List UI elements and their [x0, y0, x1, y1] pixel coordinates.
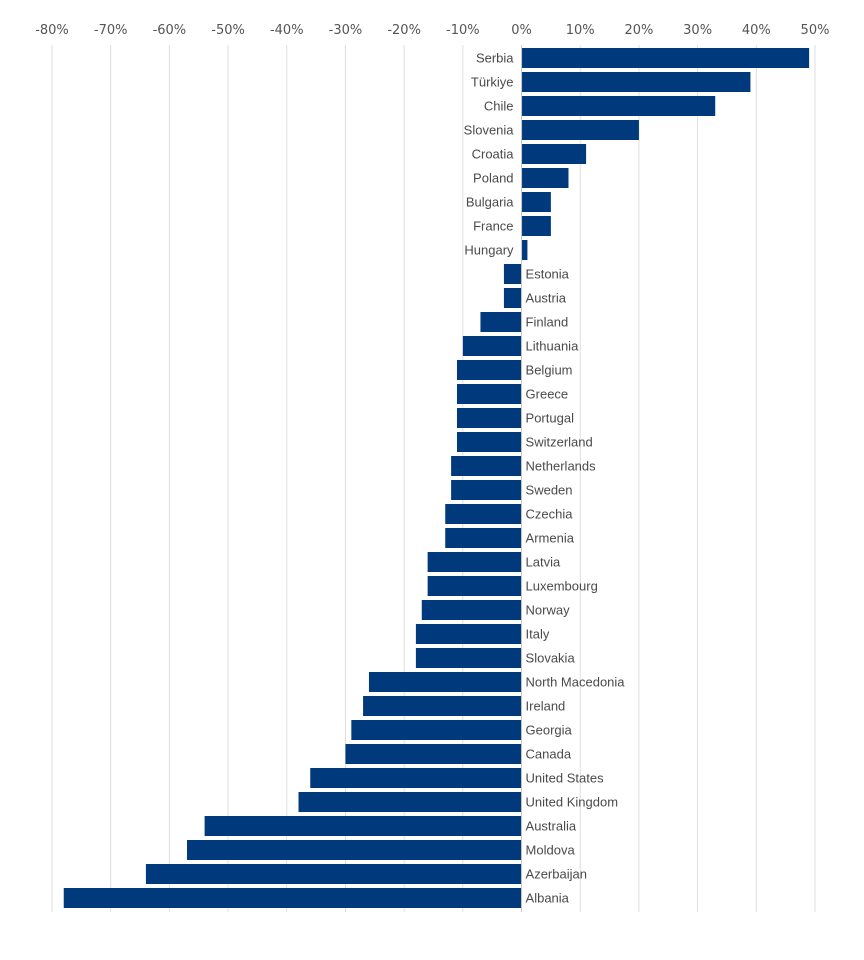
- bar-moldova: [186, 840, 522, 860]
- category-label: Italy: [526, 627, 550, 642]
- x-tick-label: 10%: [566, 23, 595, 38]
- x-tick-label: -30%: [329, 23, 363, 38]
- bar-italy: [415, 624, 522, 644]
- x-axis-tick-labels: -80% -70% -60% -50% -40% -30% -20% -10% 0% 10% 20%…: [35, 23, 829, 38]
- bar-france: [521, 216, 551, 236]
- bar-t-rkiye: [521, 72, 751, 92]
- category-label: Serbia: [476, 51, 514, 66]
- category-label: United States: [526, 771, 605, 786]
- category-label: Belgium: [526, 363, 573, 378]
- category-label: Czechia: [526, 507, 574, 522]
- x-tick-label: 20%: [624, 23, 653, 38]
- x-tick-label: -70%: [94, 23, 128, 38]
- bar-netherlands: [451, 456, 522, 476]
- category-label: Portugal: [526, 411, 575, 426]
- category-label: North Macedonia: [526, 675, 626, 690]
- x-tick-label: -10%: [446, 23, 480, 38]
- bar-czechia: [445, 504, 522, 524]
- x-tick-label: -60%: [153, 23, 187, 38]
- bar-united-states: [310, 768, 522, 788]
- bar-georgia: [351, 720, 522, 740]
- category-label: Türkiye: [471, 75, 514, 90]
- category-label: Armenia: [526, 531, 575, 546]
- category-label: Azerbaijan: [526, 867, 587, 882]
- category-label: Moldova: [526, 843, 576, 858]
- category-label: Poland: [473, 171, 513, 186]
- bar-norway: [421, 600, 522, 620]
- x-tick-label: 0%: [511, 23, 532, 38]
- category-label: Sweden: [526, 483, 573, 498]
- bar-greece: [456, 384, 522, 404]
- bar-lithuania: [462, 336, 522, 356]
- x-tick-label: 50%: [801, 23, 830, 38]
- category-label: Georgia: [526, 723, 573, 738]
- category-label: Bulgaria: [466, 195, 514, 210]
- bar-sweden: [451, 480, 522, 500]
- bar-chile: [521, 96, 716, 116]
- category-labels: Serbia Türkiye Chile Slovenia Croatia Poland B…: [464, 51, 626, 906]
- category-label: Slovenia: [464, 123, 515, 138]
- x-tick-label: -80%: [35, 23, 69, 38]
- bar-united-kingdom: [298, 792, 522, 812]
- category-label: Estonia: [526, 267, 570, 282]
- gridlines: [51, 45, 816, 912]
- category-label: Lithuania: [526, 339, 580, 354]
- bar-canada: [345, 744, 522, 764]
- bar-armenia: [445, 528, 522, 548]
- x-tick-label: -20%: [387, 23, 421, 38]
- bar-latvia: [427, 552, 522, 572]
- bar-austria: [503, 288, 522, 308]
- category-label: Netherlands: [526, 459, 597, 474]
- x-tick-label: -50%: [211, 23, 245, 38]
- category-label: Australia: [526, 819, 577, 834]
- bar-bulgaria: [521, 192, 551, 212]
- bar-ireland: [363, 696, 522, 716]
- bar-australia: [204, 816, 522, 836]
- x-tick-label: 30%: [683, 23, 712, 38]
- bar-slovenia: [521, 120, 639, 140]
- category-label: Finland: [526, 315, 569, 330]
- bar-hungary: [521, 240, 528, 260]
- category-label: Chile: [484, 99, 514, 114]
- category-label: Albania: [526, 891, 570, 906]
- x-tick-label: -40%: [270, 23, 304, 38]
- bar-switzerland: [456, 432, 522, 452]
- category-label: United Kingdom: [526, 795, 619, 810]
- category-label: Norway: [526, 603, 571, 618]
- bar-slovakia: [415, 648, 522, 668]
- category-label: Croatia: [472, 147, 515, 162]
- bar-croatia: [521, 144, 587, 164]
- category-label: Greece: [526, 387, 569, 402]
- bar-portugal: [456, 408, 522, 428]
- category-label: Latvia: [526, 555, 561, 570]
- bar-belgium: [456, 360, 522, 380]
- category-label: France: [473, 219, 513, 234]
- bar-poland: [521, 168, 569, 188]
- category-label: Slovakia: [526, 651, 576, 666]
- bar-serbia: [521, 48, 810, 68]
- category-label: Switzerland: [526, 435, 593, 450]
- bar-albania: [63, 888, 522, 908]
- category-label: Canada: [526, 747, 572, 762]
- category-label: Austria: [526, 291, 567, 306]
- bar-north-macedonia: [368, 672, 522, 692]
- bar-finland: [480, 312, 522, 332]
- category-label: Hungary: [464, 243, 514, 258]
- bar-luxembourg: [427, 576, 522, 596]
- x-tick-label: 40%: [742, 23, 771, 38]
- bar-azerbaijan: [145, 864, 522, 884]
- category-label: Ireland: [526, 699, 566, 714]
- category-label: Luxembourg: [526, 579, 598, 594]
- bar-estonia: [503, 264, 522, 284]
- bars: [63, 48, 810, 908]
